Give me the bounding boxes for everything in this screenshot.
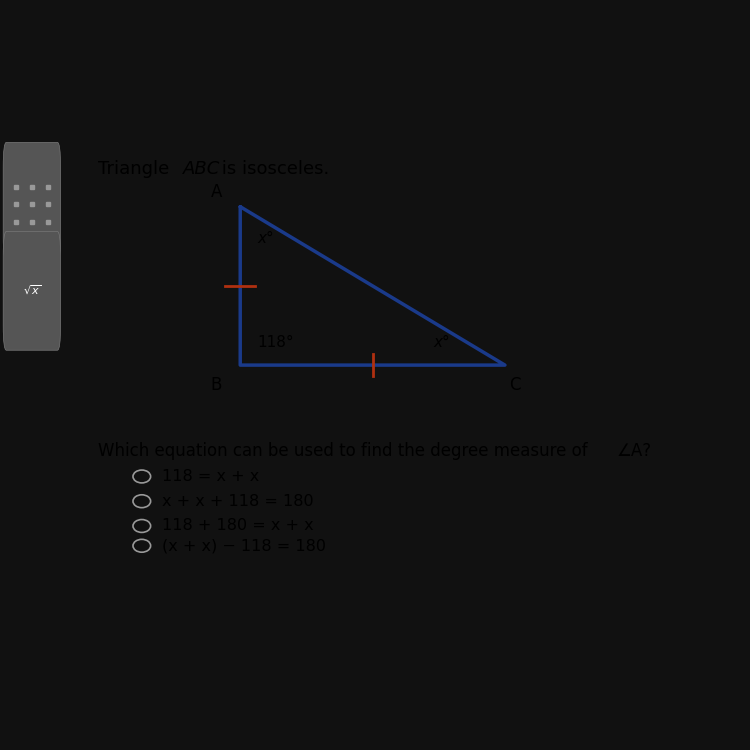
Text: is isosceles.: is isosceles. — [217, 160, 330, 178]
Text: 118°: 118° — [257, 335, 294, 350]
FancyBboxPatch shape — [3, 232, 61, 350]
Text: A: A — [211, 183, 222, 201]
Text: x + x + 118 = 180: x + x + 118 = 180 — [162, 494, 314, 508]
Text: x°: x° — [433, 335, 450, 350]
Text: 118 = x + x: 118 = x + x — [162, 469, 260, 484]
Text: B: B — [211, 376, 222, 394]
Text: (x + x) − 118 = 180: (x + x) − 118 = 180 — [162, 538, 326, 554]
FancyBboxPatch shape — [3, 142, 61, 261]
Text: ABC: ABC — [182, 160, 220, 178]
Text: Triangle: Triangle — [98, 160, 175, 178]
Text: $\sqrt{x}$: $\sqrt{x}$ — [22, 284, 41, 298]
Text: Which equation can be used to find the degree measure of: Which equation can be used to find the d… — [98, 442, 592, 460]
Text: x°: x° — [257, 231, 274, 246]
Text: 118 + 180 = x + x: 118 + 180 = x + x — [162, 518, 314, 533]
Text: C: C — [509, 376, 520, 394]
Text: ∠A?: ∠A? — [617, 442, 652, 460]
